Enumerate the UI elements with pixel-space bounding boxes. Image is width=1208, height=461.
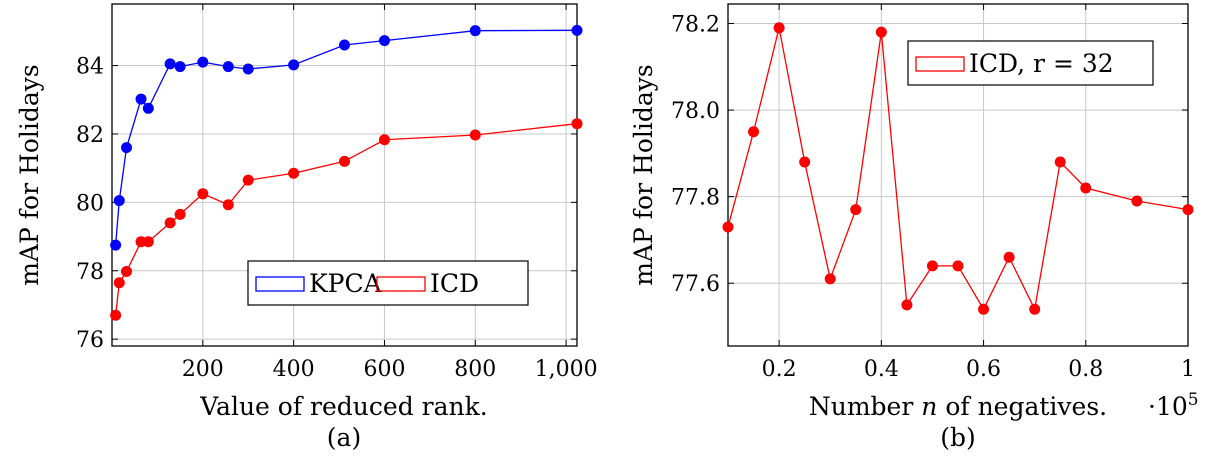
y-tick-label: 78 bbox=[76, 260, 104, 285]
data-point bbox=[378, 134, 390, 146]
x-tick-label: 600 bbox=[363, 357, 405, 382]
data-point bbox=[571, 24, 583, 36]
panel-caption: (b) bbox=[940, 423, 976, 452]
y-tick-label: 77.8 bbox=[671, 186, 720, 211]
data-point bbox=[174, 208, 186, 220]
data-point bbox=[242, 63, 254, 75]
data-point bbox=[378, 35, 390, 47]
data-point bbox=[288, 59, 300, 71]
y-axis-label: mAP for Holidays bbox=[629, 64, 658, 285]
x-tick-label: 0.2 bbox=[762, 357, 797, 382]
y-tick-label: 76 bbox=[76, 328, 104, 353]
data-point bbox=[113, 277, 125, 289]
series-icd-r-32 bbox=[722, 22, 1194, 315]
x-axis-label: Number n of negatives. bbox=[809, 392, 1107, 421]
data-point bbox=[110, 239, 122, 251]
data-point bbox=[901, 299, 913, 311]
data-point bbox=[952, 260, 964, 272]
data-point bbox=[1029, 303, 1041, 315]
panel-caption: (a) bbox=[327, 423, 361, 452]
data-point bbox=[773, 22, 785, 34]
chart-panel-a: 200 400 600 800 1,000 76 78 80 82 84 KPCA ICD mAP fo… bbox=[15, 3, 598, 452]
x-tick-label: 200 bbox=[182, 357, 224, 382]
data-point bbox=[222, 199, 234, 211]
data-point bbox=[748, 126, 760, 138]
x-tick-label: 1 bbox=[1181, 357, 1195, 382]
series-kpca bbox=[110, 24, 583, 251]
legend-label: ICD, r = 32 bbox=[969, 49, 1114, 78]
data-point bbox=[339, 155, 350, 167]
axes-frame bbox=[727, 3, 1189, 347]
y-tick-label: 82 bbox=[76, 123, 104, 148]
data-point bbox=[799, 156, 811, 168]
data-point bbox=[288, 167, 300, 179]
data-point bbox=[121, 142, 133, 154]
y-tick-label: 78.0 bbox=[671, 99, 720, 124]
y-tick-label: 80 bbox=[76, 191, 104, 216]
data-point bbox=[824, 273, 836, 285]
data-point bbox=[1003, 251, 1015, 263]
x-tick-label: 800 bbox=[454, 357, 496, 382]
data-point bbox=[222, 61, 234, 73]
data-point bbox=[978, 303, 990, 315]
data-point bbox=[339, 39, 350, 51]
data-point bbox=[1182, 204, 1194, 216]
legend-label: ICD bbox=[430, 269, 479, 298]
data-point bbox=[142, 236, 154, 248]
x-tick-label: 1,000 bbox=[535, 357, 598, 382]
x-tick-label: 0.8 bbox=[1068, 357, 1103, 382]
data-point bbox=[164, 58, 176, 70]
legend-box bbox=[907, 40, 1154, 86]
data-point bbox=[174, 61, 186, 73]
legend: ICD, r = 32 bbox=[907, 40, 1154, 86]
legend: KPCA ICD bbox=[247, 260, 529, 306]
legend-box bbox=[247, 260, 529, 306]
x-axis-label: Value of reduced rank. bbox=[199, 392, 487, 421]
data-point bbox=[135, 93, 147, 105]
y-tick-label: 78.2 bbox=[671, 12, 720, 37]
legend-label: KPCA bbox=[309, 269, 383, 298]
legend-swatch bbox=[255, 276, 305, 292]
data-point bbox=[469, 129, 481, 141]
legend-swatch bbox=[915, 56, 965, 72]
data-point bbox=[242, 174, 254, 186]
legend-swatch bbox=[376, 276, 426, 292]
data-point bbox=[1131, 195, 1143, 207]
series-icd bbox=[110, 118, 583, 321]
x-tick-label: 0.6 bbox=[966, 357, 1001, 382]
data-point bbox=[850, 204, 862, 216]
data-point bbox=[164, 217, 176, 229]
axes-frame bbox=[111, 3, 578, 347]
data-point bbox=[142, 102, 154, 114]
data-point bbox=[110, 309, 122, 321]
data-point bbox=[722, 221, 734, 233]
data-point bbox=[875, 26, 887, 38]
data-point bbox=[1080, 182, 1092, 194]
data-point bbox=[113, 195, 125, 207]
y-tick-label: 84 bbox=[76, 55, 104, 80]
x-tick-label: 0.4 bbox=[864, 357, 899, 382]
data-point bbox=[571, 118, 583, 130]
y-tick-label: 77.6 bbox=[671, 272, 720, 297]
data-point bbox=[1054, 156, 1066, 168]
x-axis-multiplier: ·105 bbox=[1148, 390, 1199, 421]
data-point bbox=[469, 25, 481, 37]
data-point bbox=[197, 56, 209, 68]
data-point bbox=[926, 260, 938, 272]
y-axis-label: mAP for Holidays bbox=[15, 64, 44, 285]
data-point bbox=[121, 265, 133, 277]
x-tick-label: 400 bbox=[273, 357, 315, 382]
data-point bbox=[197, 188, 209, 200]
chart-panel-b: 0.2 0.4 0.6 0.8 1 77.6 77.8 78.0 78.2 ICD, r = 32… bbox=[629, 3, 1199, 452]
